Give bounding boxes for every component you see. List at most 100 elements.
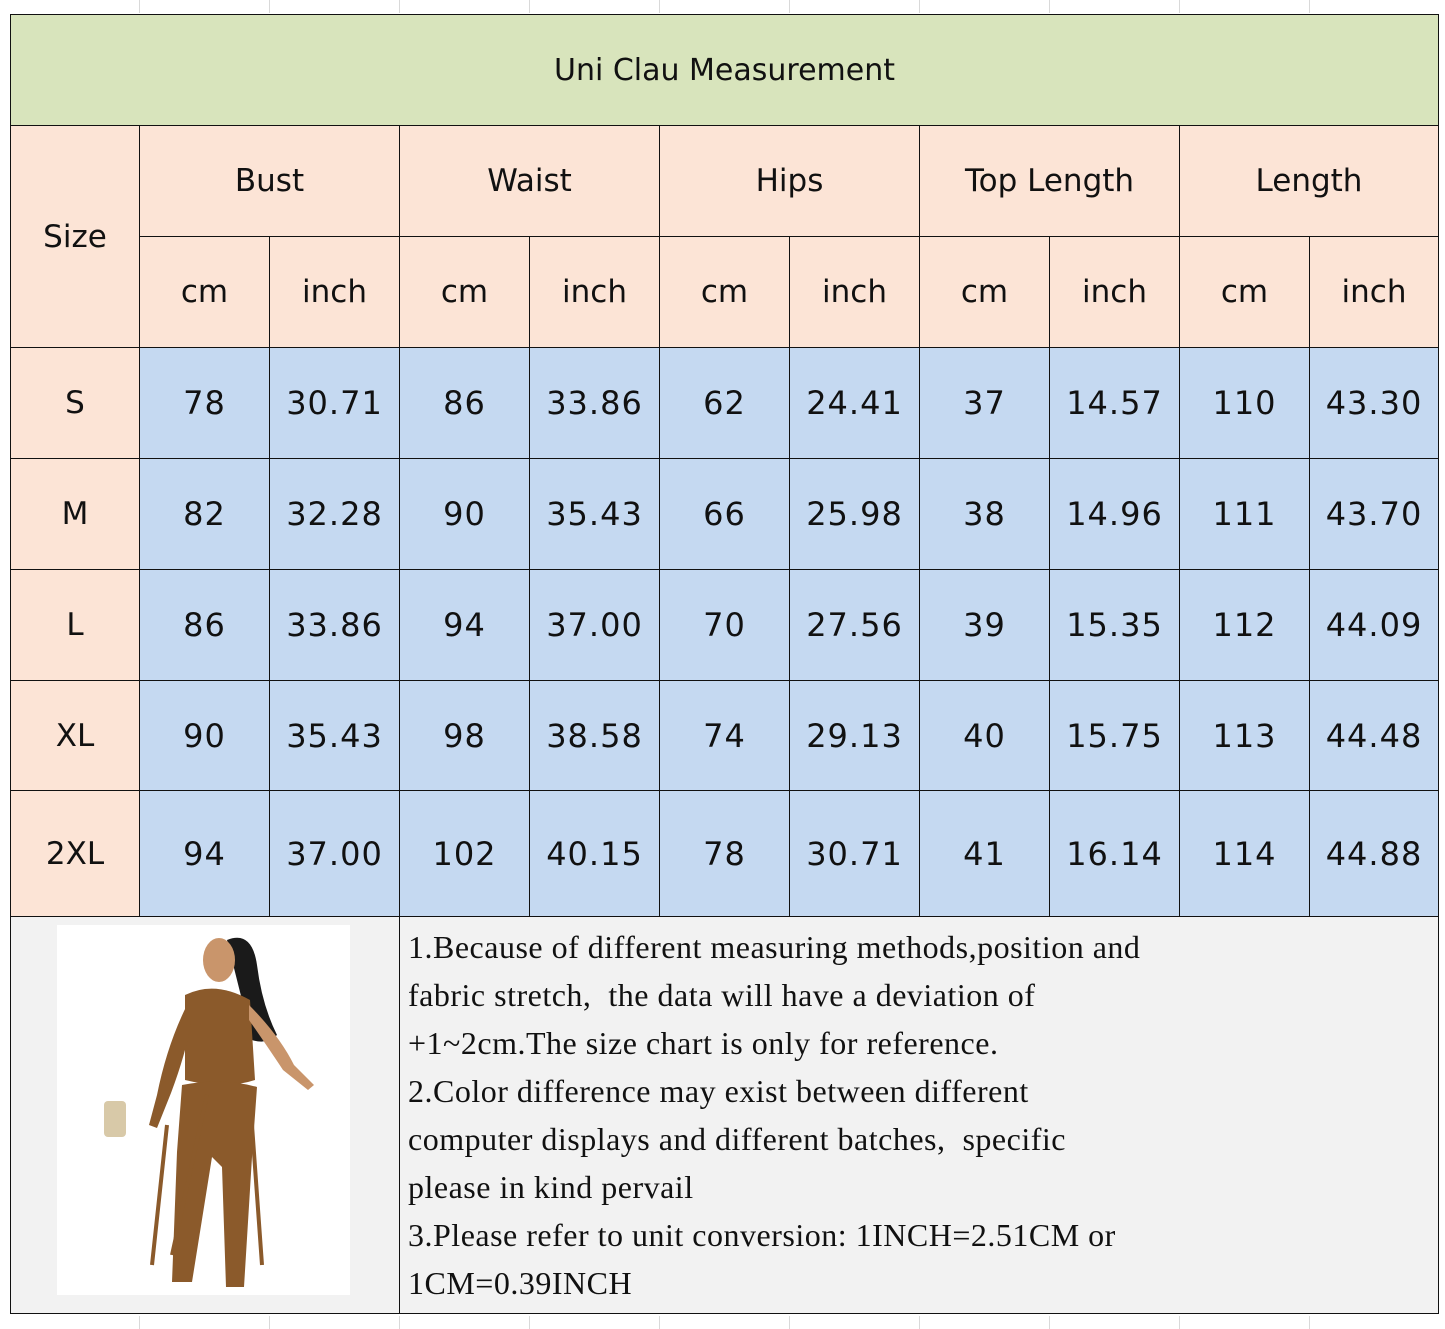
measurement-value: 37.00: [269, 790, 400, 917]
size-label: M: [10, 458, 140, 570]
measurement-value: 94: [399, 569, 530, 681]
sheet-gridline: [659, 1316, 660, 1329]
sheet-gridline: [139, 0, 140, 13]
measurement-group-header: Length: [1179, 125, 1439, 237]
sheet-gridline: [1309, 1316, 1310, 1329]
measurement-value: 29.13: [789, 680, 920, 791]
size-header: Size: [10, 125, 140, 348]
sheet-gridline: [659, 0, 660, 13]
measurement-value: 33.86: [529, 347, 660, 459]
measurement-value: 14.96: [1049, 458, 1180, 570]
measurement-value: 37.00: [529, 569, 660, 681]
note-line: computer displays and different batches,…: [408, 1121, 1066, 1157]
measurement-value: 74: [659, 680, 790, 791]
note-line: fabric stretch, the data will have a dev…: [408, 977, 1036, 1013]
sheet-gridline: [269, 1316, 270, 1329]
measurement-value: 111: [1179, 458, 1310, 570]
measurement-group-header: Bust: [139, 125, 400, 237]
sheet-gridline: [529, 0, 530, 13]
measurement-value: 43.30: [1309, 347, 1439, 459]
measurement-value: 78: [139, 347, 270, 459]
measurement-value: 110: [1179, 347, 1310, 459]
size-label: 2XL: [10, 790, 140, 917]
measurement-value: 32.28: [269, 458, 400, 570]
measurement-value: 33.86: [269, 569, 400, 681]
measurement-value: 90: [139, 680, 270, 791]
measurement-value: 113: [1179, 680, 1310, 791]
unit-header-cm: cm: [139, 236, 270, 348]
measurement-value: 25.98: [789, 458, 920, 570]
chart-title: Uni Clau Measurement: [10, 14, 1439, 126]
sheet-gridline: [1049, 0, 1050, 13]
measurement-value: 82: [139, 458, 270, 570]
unit-header-inch: inch: [1049, 236, 1180, 348]
measurement-value: 70: [659, 569, 790, 681]
notes-text: 1.Because of different measuring methods…: [399, 916, 1439, 1314]
measurement-value: 30.71: [269, 347, 400, 459]
unit-header-inch: inch: [529, 236, 660, 348]
measurement-value: 38: [919, 458, 1050, 570]
size-label: XL: [10, 680, 140, 791]
measurement-value: 39: [919, 569, 1050, 681]
measurement-value: 15.35: [1049, 569, 1180, 681]
model-wearing-jumpsuit-image: [104, 937, 314, 1287]
size-label: S: [10, 347, 140, 459]
measurement-value: 86: [139, 569, 270, 681]
measurement-value: 27.56: [789, 569, 920, 681]
sheet-gridline: [919, 1316, 920, 1329]
sheet-gridline: [919, 0, 920, 13]
size-label: L: [10, 569, 140, 681]
measurement-value: 112: [1179, 569, 1310, 681]
measurement-value: 43.70: [1309, 458, 1439, 570]
measurement-value: 41: [919, 790, 1050, 917]
sheet-gridline: [789, 1316, 790, 1329]
sheet-gridline: [1049, 1316, 1050, 1329]
note-line: please in kind pervail: [408, 1169, 694, 1205]
measurement-value: 44.88: [1309, 790, 1439, 917]
measurement-value: 16.14: [1049, 790, 1180, 917]
measurement-value: 35.43: [529, 458, 660, 570]
measurement-value: 30.71: [789, 790, 920, 917]
unit-header-cm: cm: [1179, 236, 1310, 348]
measurement-value: 38.58: [529, 680, 660, 791]
note-line: +1~2cm.The size chart is only for refere…: [408, 1025, 999, 1061]
measurement-value: 40: [919, 680, 1050, 791]
measurement-value: 44.48: [1309, 680, 1439, 791]
note-line: 3.Please refer to unit conversion: 1INCH…: [408, 1217, 1116, 1253]
unit-header-cm: cm: [919, 236, 1050, 348]
measurement-value: 86: [399, 347, 530, 459]
measurement-group-header: Waist: [399, 125, 660, 237]
sheet-gridline: [529, 1316, 530, 1329]
model-photo: [57, 925, 350, 1295]
measurement-group-header: Hips: [659, 125, 920, 237]
measurement-value: 90: [399, 458, 530, 570]
note-line: 2.Color difference may exist between dif…: [408, 1073, 1029, 1109]
measurement-value: 98: [399, 680, 530, 791]
sheet-gridline: [399, 0, 400, 13]
unit-header-cm: cm: [659, 236, 790, 348]
unit-header-inch: inch: [269, 236, 400, 348]
sheet-gridline: [1179, 0, 1180, 13]
measurement-group-header: Top Length: [919, 125, 1180, 237]
measurement-value: 94: [139, 790, 270, 917]
measurement-value: 78: [659, 790, 790, 917]
note-line: 1CM=0.39INCH: [408, 1265, 633, 1301]
measurement-value: 35.43: [269, 680, 400, 791]
measurement-value: 44.09: [1309, 569, 1439, 681]
measurement-value: 66: [659, 458, 790, 570]
sheet-gridline: [399, 1316, 400, 1329]
unit-header-inch: inch: [1309, 236, 1439, 348]
measurement-value: 62: [659, 347, 790, 459]
measurement-value: 102: [399, 790, 530, 917]
measurement-value: 40.15: [529, 790, 660, 917]
sheet-gridline: [1309, 0, 1310, 13]
unit-header-cm: cm: [399, 236, 530, 348]
measurement-value: 24.41: [789, 347, 920, 459]
measurement-value: 114: [1179, 790, 1310, 917]
sheet-gridline: [269, 0, 270, 13]
sheet-gridline: [1179, 1316, 1180, 1329]
sheet-gridline: [139, 1316, 140, 1329]
unit-header-inch: inch: [789, 236, 920, 348]
sheet-gridline: [789, 0, 790, 13]
note-line: 1.Because of different measuring methods…: [408, 929, 1141, 965]
